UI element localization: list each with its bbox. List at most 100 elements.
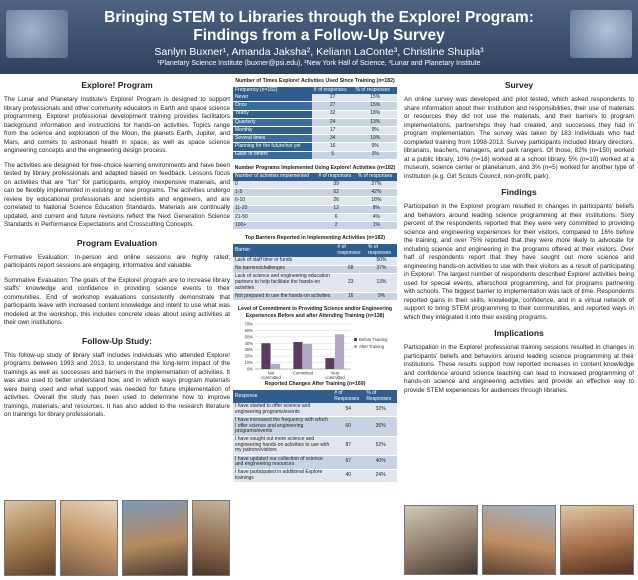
table-header: Frequency (n=182) <box>233 86 312 95</box>
legend-swatch <box>354 338 357 342</box>
photo-girls-smiling <box>560 505 634 575</box>
table-cell: 52% <box>364 436 397 456</box>
table-cell: Never <box>233 94 312 103</box>
table-cell: 36% <box>364 416 397 437</box>
explore-paragraph-2: The activities are designed for free-cho… <box>4 161 230 229</box>
y-tick-label: 10% <box>245 360 254 365</box>
survey-paragraph: An online survey was developed and pilot… <box>404 96 634 180</box>
table-row: Gave to others 5 3% <box>233 151 397 160</box>
x-tick-label: Not <box>268 371 275 376</box>
table-cell: 27 <box>311 101 354 111</box>
table-cell: 5 <box>311 151 354 160</box>
table-cell: 34 <box>311 134 354 144</box>
table-header: % of responses <box>365 243 397 258</box>
table-header: # of responses <box>335 243 366 258</box>
poster-title-line1: Bringing STEM to Libraries through the E… <box>104 9 534 26</box>
y-tick-label: 20% <box>245 354 254 359</box>
table-cell: 39 <box>316 181 356 190</box>
affiliations: ¹Planetary Science Institute (buxner@psi… <box>157 60 481 67</box>
table-row: I have increased the frequency with whic… <box>233 416 397 437</box>
table-cell: 3% <box>353 151 397 160</box>
table-row: Lack of science and engineering educatio… <box>233 273 397 294</box>
table-row: I have updated our collection of science… <box>233 455 397 470</box>
table-cell: 9% <box>353 126 397 136</box>
table-cell: 37% <box>365 265 397 274</box>
y-tick-label: 30% <box>245 347 254 352</box>
table-row: Never 27 15% <box>233 94 397 103</box>
table-cell: No barriers/challenges <box>233 265 336 274</box>
table-header: Response <box>233 389 333 404</box>
table-row: 6-10 26 18% <box>233 196 397 206</box>
table-cell: 13% <box>353 118 397 128</box>
table-cell: I have started to offer science and engi… <box>233 403 333 418</box>
table-cell: 8% <box>355 205 397 214</box>
table-cell: Yearly <box>233 110 312 119</box>
photo-children-group <box>122 500 188 576</box>
table-row: 100+ 2 1% <box>233 221 397 231</box>
table-cell: 15% <box>353 101 397 111</box>
table-cell: 1-5 <box>233 188 317 198</box>
table-cell: 62 <box>316 188 356 198</box>
table-header: Number of activities implemented <box>233 173 317 182</box>
explore-heading: Explore! Program <box>81 80 153 90</box>
middle-column: Number of Times Explore! Activities Used… <box>233 78 397 488</box>
table-cell: 27 <box>311 94 354 103</box>
photo-child-activity <box>60 500 118 576</box>
table-cell: 32% <box>364 403 397 418</box>
table-cell: 26 <box>316 196 356 206</box>
table-row: 11-20 12 8% <box>233 205 397 214</box>
table-row: Quarterly 24 13% <box>233 118 397 128</box>
table-cell: Lack of science and engineering educatio… <box>233 273 336 294</box>
table-cell: 50% <box>365 257 397 266</box>
table-row: 1-5 62 42% <box>233 188 397 198</box>
table-cell: 100+ <box>233 221 317 231</box>
frequency-table-caption: Number of Times Explore! Activities Used… <box>235 78 395 84</box>
table-cell: 0 <box>233 181 317 190</box>
table-cell: Several times <box>233 134 312 144</box>
commitment-bar-chart: 0%10%20%30%40%50%60%70%NotcommittedCommi… <box>245 322 388 381</box>
legend-label: Before Training <box>359 337 388 342</box>
photo-kids-project <box>482 505 556 575</box>
table-cell: 32 <box>311 110 354 119</box>
table-header: % of Responses <box>364 389 397 404</box>
table-cell: 60 <box>332 416 365 437</box>
table-row: Lack of staff time or funds 50% <box>233 257 397 266</box>
table-cell: 19% <box>353 134 397 144</box>
title-banner: Bringing STEM to Libraries through the E… <box>0 0 638 74</box>
table-header: # of Responses <box>332 389 365 404</box>
table-row: Yearly 32 18% <box>233 110 397 119</box>
table-cell <box>335 257 366 266</box>
table-cell: 87 <box>332 436 365 456</box>
implications-heading: Implications <box>494 328 544 338</box>
findings-heading: Findings <box>501 187 537 197</box>
table-cell: 24 <box>311 118 354 128</box>
table-cell: 1% <box>355 221 397 231</box>
logo-right <box>570 10 632 58</box>
y-tick-label: 40% <box>245 341 254 346</box>
table-cell: I have participated in additional Explor… <box>233 469 333 484</box>
followup-heading: Follow-Up Study: <box>82 335 152 346</box>
implications-paragraph: Participation in the Explore! profession… <box>404 344 634 394</box>
photo-child-reading <box>4 500 56 576</box>
legend-swatch <box>354 345 357 349</box>
table-cell: 67 <box>332 455 365 470</box>
table-cell: Not prepared to use the hands-on activit… <box>233 292 336 302</box>
table-cell: 13% <box>365 273 397 294</box>
table-cell: 12 <box>316 205 356 214</box>
table-cell: 4% <box>355 213 397 223</box>
table-row: Planning for the future/not yet 16 9% <box>233 142 397 152</box>
table-row: No barriers/challenges 68 37% <box>233 265 397 274</box>
bar-0-1 <box>293 342 303 370</box>
table-cell: Once <box>233 101 312 111</box>
bar-0-0 <box>261 343 271 370</box>
table-cell: Monthly <box>233 126 312 136</box>
photo-child-experiment <box>192 500 230 576</box>
table-row: I have participated in additional Explor… <box>233 469 397 484</box>
chart-title: Level of Commitment to Providing Science… <box>237 306 393 319</box>
table-row: 21-50 6 4% <box>233 213 397 223</box>
table-row: I have sought out more science and engin… <box>233 436 397 456</box>
table-header: Barrier <box>233 243 336 258</box>
table-header: # of responses <box>311 86 354 95</box>
table-cell: 23 <box>335 273 366 294</box>
